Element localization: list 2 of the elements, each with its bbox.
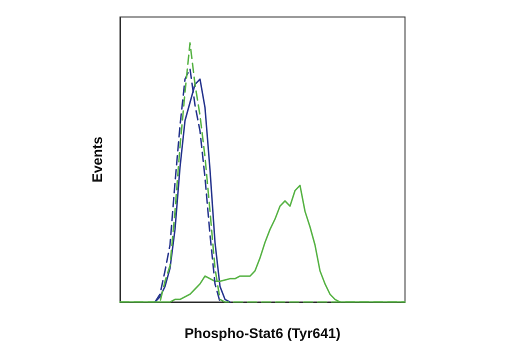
y-axis-title: Events: [89, 136, 105, 182]
x-axis-title: Phospho-Stat6 (Tyr641): [184, 325, 341, 341]
